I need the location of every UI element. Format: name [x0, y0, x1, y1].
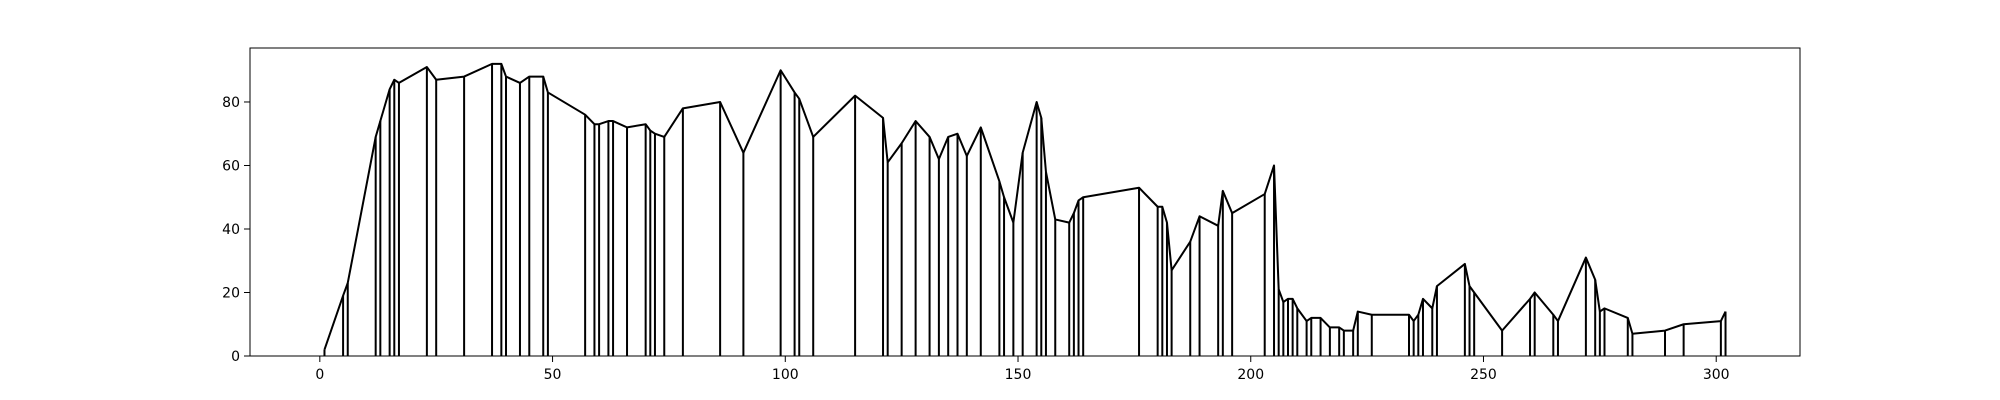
x-tick-label: 150: [1005, 367, 1032, 383]
series-line: [323, 62, 1727, 350]
plot-frame: [249, 47, 1801, 357]
y-tick-label: 60: [222, 158, 240, 174]
drop-lines: [323, 63, 1727, 356]
x-axis: 0 50 100 150 200 250 300: [315, 356, 1730, 383]
y-axis: 0 20 40 60 80: [222, 95, 250, 365]
plot-area: [250, 48, 1800, 356]
x-tick-label: 200: [1237, 367, 1264, 383]
x-tick-label: 50: [544, 367, 562, 383]
y-tick-label: 0: [231, 349, 240, 365]
y-tick-label: 40: [222, 222, 240, 238]
x-tick-label: 100: [772, 367, 799, 383]
y-tick-label: 20: [222, 285, 240, 301]
x-tick-label: 0: [315, 367, 324, 383]
y-tick-label: 80: [222, 95, 240, 111]
x-tick-label: 300: [1703, 367, 1730, 383]
x-tick-label: 250: [1470, 367, 1497, 383]
